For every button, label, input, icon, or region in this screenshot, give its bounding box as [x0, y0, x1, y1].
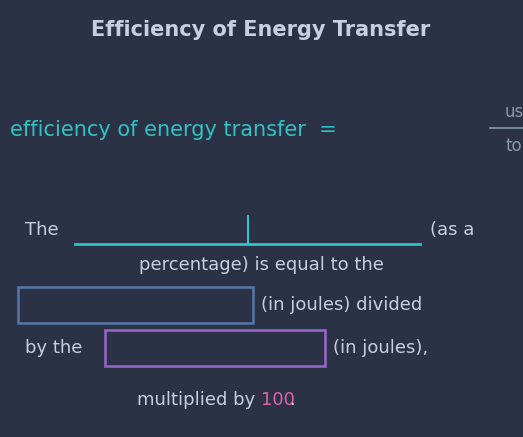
Text: to: to	[505, 137, 521, 155]
Text: (in joules) divided: (in joules) divided	[261, 296, 422, 314]
Text: by the: by the	[25, 339, 83, 357]
Text: 100: 100	[261, 391, 295, 409]
Text: use: use	[505, 103, 523, 121]
Text: (in joules),: (in joules),	[333, 339, 428, 357]
Text: The: The	[25, 221, 59, 239]
Text: percentage) is equal to the: percentage) is equal to the	[139, 256, 383, 274]
Text: multiplied by: multiplied by	[137, 391, 261, 409]
Text: .: .	[289, 391, 295, 409]
Text: Efficiency of Energy Transfer: Efficiency of Energy Transfer	[92, 20, 430, 40]
Text: efficiency of energy transfer  =: efficiency of energy transfer =	[10, 120, 337, 140]
Text: (as a: (as a	[430, 221, 474, 239]
